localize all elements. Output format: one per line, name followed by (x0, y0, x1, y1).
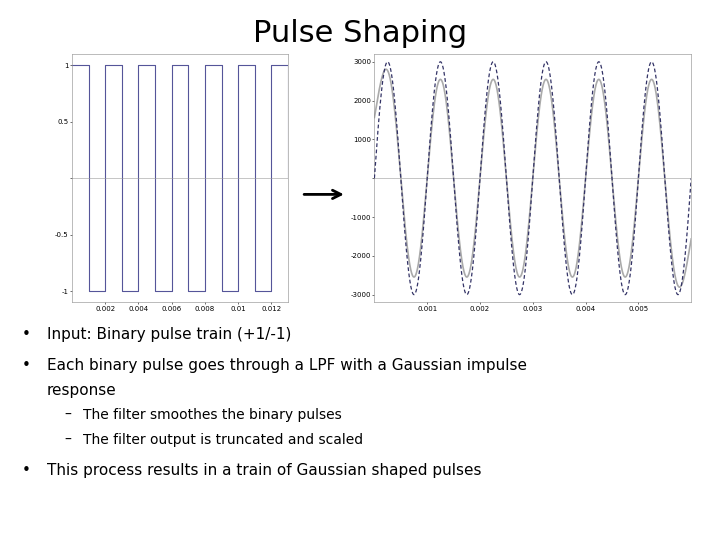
Text: –: – (65, 433, 72, 447)
Text: The filter output is truncated and scaled: The filter output is truncated and scale… (83, 433, 363, 447)
Text: The filter smoothes the binary pulses: The filter smoothes the binary pulses (83, 408, 341, 422)
Text: Input: Binary pulse train (+1/-1): Input: Binary pulse train (+1/-1) (47, 327, 291, 342)
Text: This process results in a train of Gaussian shaped pulses: This process results in a train of Gauss… (47, 463, 481, 478)
Text: –: – (65, 408, 72, 422)
Text: •: • (22, 327, 30, 342)
Text: •: • (22, 358, 30, 373)
Text: response: response (47, 383, 117, 398)
Text: •: • (22, 463, 30, 478)
Text: Each binary pulse goes through a LPF with a Gaussian impulse: Each binary pulse goes through a LPF wit… (47, 358, 527, 373)
Text: Pulse Shaping: Pulse Shaping (253, 19, 467, 48)
